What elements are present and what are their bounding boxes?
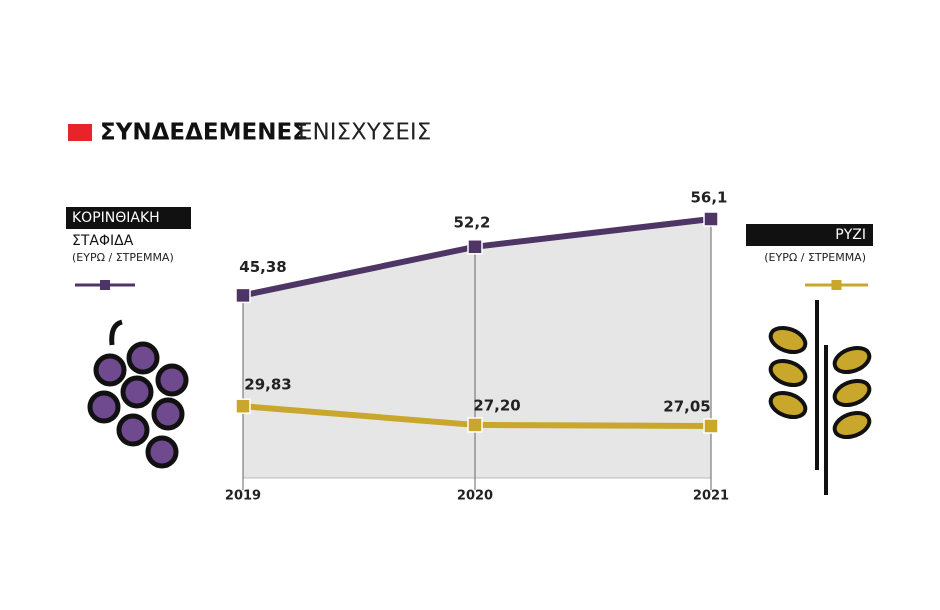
legend-label-box bbox=[746, 224, 873, 246]
legend-label: ΚΟΡΙΝΘΙΑΚΗ bbox=[72, 210, 160, 226]
title-marker bbox=[68, 124, 92, 141]
legend-marker bbox=[831, 280, 842, 290]
point bbox=[235, 287, 251, 304]
value-label: 27,20 bbox=[473, 396, 520, 414]
chart-title-light: ΕΝΙΣΧΥΣΕΙΣ bbox=[298, 120, 431, 146]
value-label: 52,2 bbox=[453, 213, 490, 231]
x-tick-label: 2019 bbox=[225, 489, 261, 504]
x-tick-label: 2020 bbox=[457, 489, 493, 504]
value-label: 29,83 bbox=[244, 376, 291, 394]
legend-marker bbox=[100, 280, 110, 290]
chart-title-bold: ΣΥΝΔΕΔΕΜΕΝΕΣ bbox=[100, 120, 308, 146]
grapes-icon bbox=[87, 319, 189, 469]
value-label: 45,38 bbox=[239, 258, 286, 276]
wheat-icon bbox=[768, 300, 872, 495]
legend-label-box bbox=[66, 207, 191, 229]
x-tick-label: 2021 bbox=[693, 489, 729, 504]
value-label: 56,1 bbox=[690, 189, 727, 207]
legend-swatch bbox=[75, 280, 135, 290]
legend-swatch bbox=[805, 280, 868, 290]
legend-unit: (ΕΥΡΩ / ΣΤΡΕΜΜΑ) bbox=[764, 251, 866, 264]
point bbox=[703, 418, 719, 434]
legend-label: ΡΥΖΙ bbox=[835, 227, 866, 243]
legend-label: ΣΤΑΦΙΔΑ bbox=[72, 233, 134, 249]
point bbox=[235, 398, 251, 414]
plot: 2019 2020 2021 45,38 52,2 56,1 29,83 27,20 27,05 bbox=[225, 189, 729, 504]
value-label: 27,05 bbox=[663, 398, 710, 416]
point bbox=[703, 211, 719, 227]
point bbox=[467, 417, 483, 433]
legend-unit: (ΕΥΡΩ / ΣΤΡΕΜΜΑ) bbox=[72, 251, 174, 264]
point bbox=[467, 239, 483, 255]
